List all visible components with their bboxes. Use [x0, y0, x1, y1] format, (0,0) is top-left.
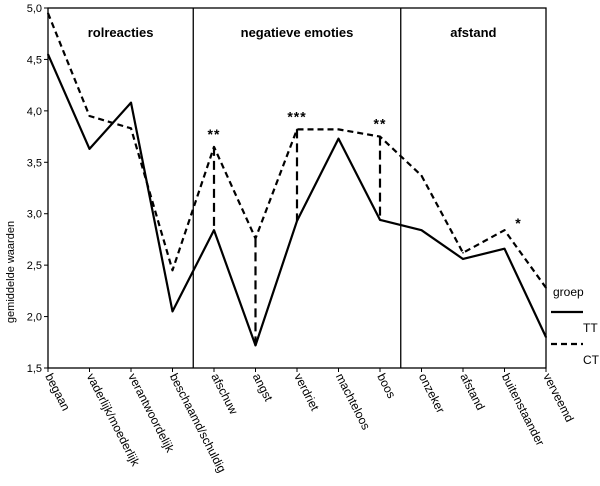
legend-label-ct: CT [583, 353, 600, 367]
data-point-tt [171, 310, 174, 313]
data-point-ct [88, 115, 91, 117]
y-tick-label: 3,0 [27, 209, 42, 221]
section-label: negatieve emoties [241, 25, 354, 40]
y-tick-label: 1,5 [27, 363, 42, 375]
x-category-label: angst [250, 371, 276, 404]
x-category-label: begaan [42, 371, 73, 413]
y-tick-label: 3,5 [27, 157, 42, 169]
data-point-ct [130, 127, 132, 130]
data-point-tt [254, 344, 257, 347]
data-point-tt [503, 247, 506, 250]
data-point-tt [337, 137, 340, 140]
section-label: afstand [450, 25, 496, 40]
x-category-label: afschuw [208, 371, 241, 417]
data-point-tt [545, 336, 547, 338]
data-point-ct [545, 286, 547, 289]
section-label: rolreacties [88, 25, 154, 40]
data-point-ct [171, 269, 174, 272]
legend-label-tt: TT [583, 321, 598, 335]
data-point-ct [213, 146, 215, 148]
significance-marker: ** [208, 126, 221, 142]
x-category-label: boos [374, 371, 398, 401]
data-point-ct [503, 229, 506, 231]
data-point-ct [47, 12, 49, 14]
x-category-label: verveemd [540, 371, 576, 424]
significance-connectors [212, 129, 382, 346]
legend: groep TT CT [551, 285, 600, 367]
significance-marker: *** [287, 108, 306, 124]
data-point-tt [47, 53, 49, 56]
data-point-ct [379, 135, 381, 138]
data-point-ct [337, 128, 340, 131]
y-tick-label: 2,0 [27, 312, 42, 324]
y-axis-ticks: 1,5 2,0 2,5 3,0 3,5 4,0 4,5 5,0 [27, 3, 48, 375]
x-category-label: buitenstaander [499, 371, 548, 448]
significance-markers: ***** *** [208, 108, 521, 231]
x-category-label: afstand [457, 371, 487, 412]
data-point-tt [379, 219, 381, 221]
data-point-tt [296, 220, 298, 222]
y-tick-label: 2,5 [27, 260, 42, 272]
data-point-tt [88, 148, 91, 150]
data-point-tt [130, 101, 132, 104]
significance-marker: * [515, 215, 521, 231]
data-point-tt [213, 229, 215, 231]
x-axis-categories: begaan vaderlijk/moederlijkverantwoordeli… [42, 368, 577, 475]
y-axis-label: gemiddelde waarden [5, 221, 17, 323]
data-point-ct [420, 174, 423, 177]
legend-title: groep [553, 285, 584, 299]
series-lines [46, 12, 547, 347]
data-point-tt [462, 258, 464, 260]
data-point-ct [254, 237, 257, 240]
data-point-ct [462, 252, 464, 254]
data-point-ct [296, 128, 298, 131]
data-point-tt [420, 229, 423, 231]
section-labels: rolreacties negatieve emoties afstand [88, 25, 497, 40]
y-tick-label: 4,0 [27, 106, 42, 118]
y-tick-label: 5,0 [27, 3, 42, 15]
x-category-label: machteloos [333, 371, 373, 432]
significance-marker: ** [374, 116, 387, 132]
x-category-label: onzeker [416, 371, 448, 415]
y-tick-label: 4,5 [27, 54, 42, 66]
x-category-label: verdriet [291, 371, 322, 414]
